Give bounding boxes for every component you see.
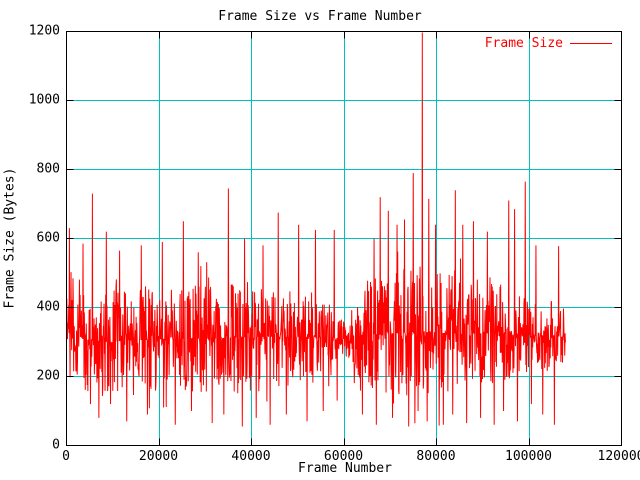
y-tick-label: 0: [52, 437, 60, 453]
x-tick-label: 80000: [416, 449, 456, 464]
y-tick-label: 800: [36, 161, 60, 177]
y-tick-label: 400: [36, 299, 60, 315]
y-tick-label: 600: [36, 230, 60, 246]
legend: Frame Size: [485, 37, 612, 50]
x-tick-label: 120000: [597, 449, 640, 464]
x-tick-label: 0: [62, 449, 70, 464]
legend-label: Frame Size: [484, 36, 563, 51]
y-tick-label: 1200: [28, 23, 60, 39]
chart-title: Frame Size vs Frame Number: [218, 9, 422, 24]
x-tick-label: 60000: [323, 449, 364, 464]
y-tick-label: 200: [36, 368, 60, 384]
x-tick-label: 40000: [231, 449, 271, 464]
plot-area: [66, 31, 622, 446]
y-tick-label: 1000: [28, 92, 60, 108]
x-axis-title: Frame Number: [298, 461, 392, 476]
legend-line-sample: [570, 43, 612, 44]
x-tick-label: 100000: [505, 449, 552, 464]
x-tick-label: 20000: [138, 449, 179, 464]
